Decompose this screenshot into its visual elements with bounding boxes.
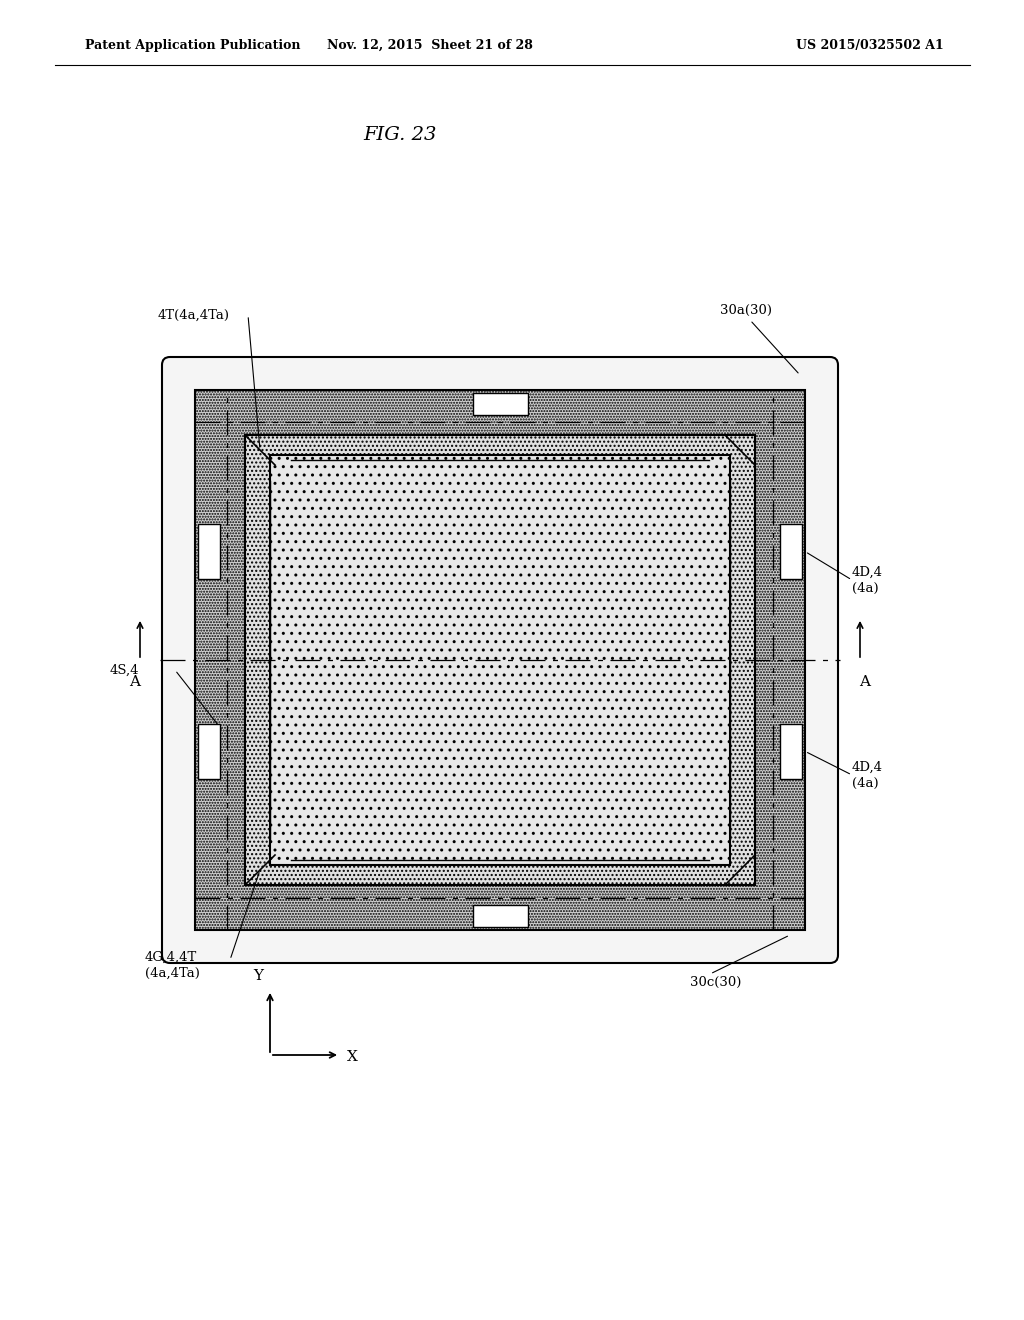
Text: 4D,4
(4a): 4D,4 (4a) xyxy=(852,565,883,594)
Text: Nov. 12, 2015  Sheet 21 of 28: Nov. 12, 2015 Sheet 21 of 28 xyxy=(327,38,532,51)
Text: A: A xyxy=(129,675,140,689)
Bar xyxy=(245,436,755,884)
Bar xyxy=(780,723,802,779)
Bar xyxy=(472,906,527,927)
Text: 30a(30): 30a(30) xyxy=(720,304,772,317)
Text: 4D,4
(4a): 4D,4 (4a) xyxy=(852,760,883,789)
Text: 4T(4a,4Ta): 4T(4a,4Ta) xyxy=(158,309,230,322)
FancyBboxPatch shape xyxy=(162,356,838,964)
Text: 4S,4: 4S,4 xyxy=(110,664,139,676)
Bar xyxy=(780,524,802,579)
Bar xyxy=(195,389,805,931)
Text: X: X xyxy=(347,1049,357,1064)
Bar xyxy=(198,524,220,579)
Text: 4G,4,4T
(4a,4Ta): 4G,4,4T (4a,4Ta) xyxy=(145,950,200,979)
Text: FIG. 23: FIG. 23 xyxy=(364,125,436,144)
Text: 30c(30): 30c(30) xyxy=(690,975,741,989)
Text: US 2015/0325502 A1: US 2015/0325502 A1 xyxy=(796,38,944,51)
Bar xyxy=(198,723,220,779)
Text: Y: Y xyxy=(253,969,263,983)
Bar xyxy=(270,455,730,865)
Text: A: A xyxy=(859,675,870,689)
Bar xyxy=(472,393,527,414)
Text: Patent Application Publication: Patent Application Publication xyxy=(85,38,300,51)
